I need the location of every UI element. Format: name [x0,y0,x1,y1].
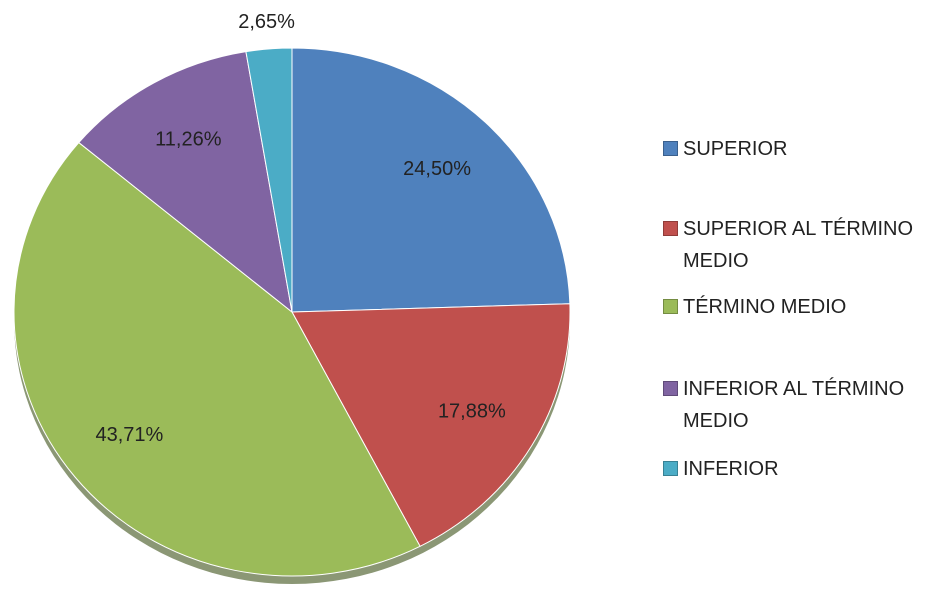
legend-swatch [663,141,678,156]
data-label: 24,50% [403,158,471,180]
pie-slice [245,47,293,313]
data-label: 2,65% [238,11,295,33]
legend-item: TÉRMINO MEDIO [663,291,933,323]
legend-swatch [663,381,678,396]
data-label: 17,88% [438,400,506,422]
legend-item: SUPERIOR AL TÉRMINO MEDIO [663,213,933,277]
legend-label: INFERIOR AL TÉRMINO MEDIO [683,378,905,432]
legend-item: INFERIOR [663,453,933,485]
legend-item: SUPERIOR [663,133,933,165]
pie-slice [78,51,293,314]
pie-slice [13,141,421,577]
legend-item: INFERIOR AL TÉRMINO MEDIO [663,373,933,437]
legend-swatch [663,461,678,476]
legend-label: SUPERIOR [683,138,788,160]
pie-slice [291,303,571,547]
legend-label: SUPERIOR AL TÉRMINO MEDIO [683,218,914,272]
legend-swatch [663,299,678,314]
pie-slice [291,47,571,313]
legend-swatch [663,221,678,236]
legend-label: TÉRMINO MEDIO [683,296,847,318]
data-label: 43,71% [95,424,163,446]
data-label: 11,26% [155,128,222,150]
legend-label: INFERIOR [683,458,779,480]
